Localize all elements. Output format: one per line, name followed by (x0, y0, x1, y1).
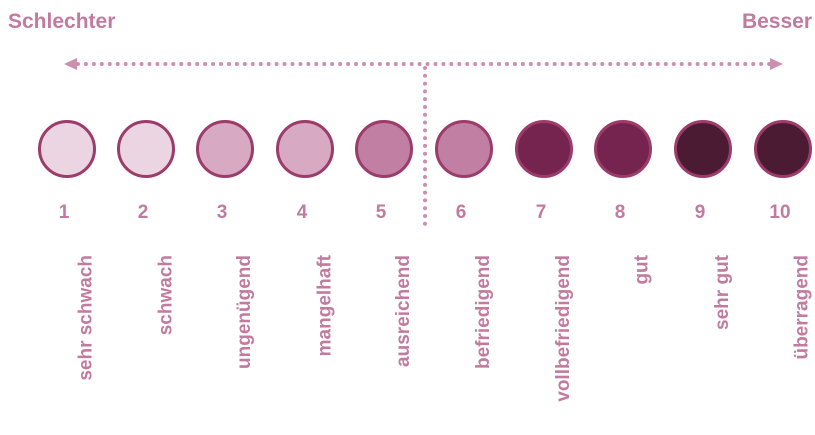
grade-circle (196, 120, 254, 178)
grade-circle (435, 120, 493, 178)
scale-step: 10 überragend (742, 120, 815, 433)
grade-label: gut (632, 255, 653, 285)
scale-step: 3 ungenügend (184, 120, 264, 433)
grade-number: 1 (58, 202, 70, 223)
grade-label: überragend (792, 255, 813, 360)
grade-circle (754, 120, 812, 178)
scale-step: 1 sehr schwach (26, 120, 106, 433)
grade-label: sehr schwach (76, 255, 97, 381)
scale-step: 6 befriedigend (423, 120, 503, 433)
grade-circle (276, 120, 334, 178)
grade-label: ungenügend (234, 255, 255, 369)
scale-step: 2 schwach (105, 120, 185, 433)
scale-step: 8 gut (582, 120, 662, 433)
grade-circle (38, 120, 96, 178)
grade-circle (355, 120, 413, 178)
grade-number: 2 (137, 202, 149, 223)
grade-label: vollbefriedigend (553, 255, 574, 402)
grade-number: 9 (694, 202, 706, 223)
better-label: Besser (741, 10, 812, 33)
scale-step: 4 mangelhaft (264, 120, 344, 433)
pass-fail-divider (423, 66, 427, 226)
scale-arrow (76, 62, 772, 66)
grade-circle (515, 120, 573, 178)
grade-number: 6 (455, 202, 467, 223)
grade-number: 10 (769, 202, 791, 223)
grade-number: 7 (535, 202, 547, 223)
grade-number: 4 (296, 202, 308, 223)
grade-label: ausreichend (393, 255, 414, 367)
arrow-right-icon (770, 58, 783, 70)
grade-circle (674, 120, 732, 178)
scale-step: 9 sehr gut (662, 120, 742, 433)
grade-number: 8 (614, 202, 626, 223)
grade-circle (594, 120, 652, 178)
scale-step: 7 vollbefriedigend (503, 120, 583, 433)
grade-label: mangelhaft (314, 255, 335, 357)
grade-number: 3 (216, 202, 228, 223)
grade-label: schwach (155, 255, 176, 336)
grade-circle (117, 120, 175, 178)
arrow-left-icon (64, 58, 77, 70)
worse-label: Schlechter (8, 10, 116, 33)
grade-label: befriedigend (473, 255, 494, 370)
grade-number: 5 (375, 202, 387, 223)
grade-label: sehr gut (712, 255, 733, 330)
scale-step: 5 ausreichend (343, 120, 423, 433)
